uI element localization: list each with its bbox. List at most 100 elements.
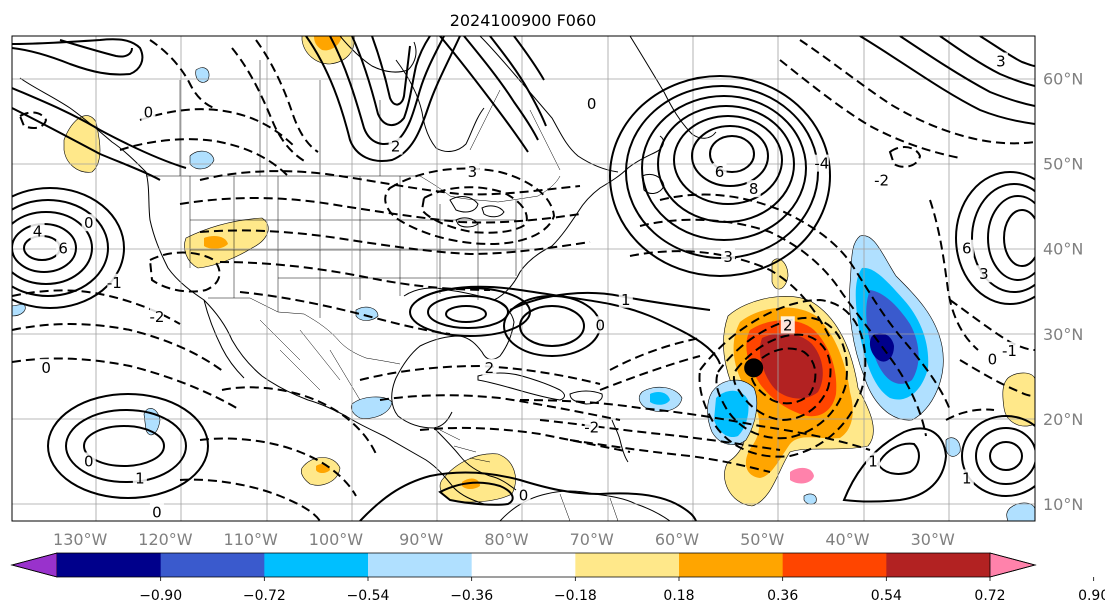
contour-high-pacific — [12, 211, 93, 285]
contour-ridge-labrador — [489, 36, 547, 127]
contour-label-background — [874, 171, 889, 189]
contour-label: -1 — [107, 274, 122, 292]
colorbar-tick-label: −0.54 — [347, 588, 390, 604]
colorbar-tick-label: 0.72 — [974, 588, 1005, 604]
contour-ridge-labrador — [463, 36, 539, 141]
contour-label: 3 — [996, 53, 1006, 71]
contour-high-atlantic — [673, 115, 783, 205]
contour-negative-central-us — [219, 261, 491, 291]
contour-negative-west — [255, 39, 319, 153]
contour-label-background — [593, 316, 608, 334]
contour-negative-arc-south — [539, 419, 781, 451]
longitude-label: 70°W — [570, 530, 614, 549]
contour-label-background — [993, 52, 1008, 70]
contour-negative-northwest — [149, 39, 215, 109]
colorbar-swatch — [264, 553, 369, 577]
contour-label: 0 — [595, 316, 605, 334]
contour-label: 0 — [587, 95, 597, 113]
latitude-label: 10°N — [1043, 495, 1083, 514]
contour-subtropical-east — [876, 442, 920, 475]
contour-label: 1 — [621, 291, 631, 309]
contour-low-pacific-south — [47, 393, 209, 499]
anomaly-positive-018 — [1002, 372, 1035, 427]
contour-label: 0 — [988, 350, 998, 368]
contour-negative-central-us — [179, 197, 581, 224]
contour-label-background — [388, 137, 403, 155]
contour-label: 1 — [135, 469, 145, 487]
colorbar-swatch — [471, 553, 576, 577]
contour-negative-pacific — [148, 251, 221, 293]
contour-high-canary — [989, 441, 1023, 471]
contour-negative-west — [231, 47, 307, 163]
contour-negative-northwest — [18, 111, 48, 129]
contour-line-0 — [417, 285, 721, 365]
contour-label: 1 — [868, 452, 878, 470]
contour-label: 6 — [962, 240, 972, 258]
longitude-label: 130°W — [53, 530, 108, 549]
canada-province-lines — [179, 60, 561, 176]
contour-label-background — [584, 95, 599, 113]
contour-negative-pacific — [12, 289, 181, 325]
contour-label: 2 — [391, 138, 401, 156]
contour-high-atlantic — [641, 95, 807, 241]
contour-high-northwest — [12, 87, 187, 169]
longitude-label: 90°W — [399, 530, 443, 549]
contour-high-gulf — [427, 295, 509, 329]
contour-negative-northeast — [779, 59, 961, 159]
colorbar-swatch — [782, 553, 887, 577]
contour-negative-trough-east — [639, 218, 927, 437]
contour-label-background — [814, 154, 829, 172]
contours-negative — [12, 39, 1035, 521]
latitude-label: 40°N — [1043, 240, 1083, 259]
colorbar-tick-label: −0.72 — [243, 588, 286, 604]
latitude-label: 50°N — [1043, 155, 1083, 174]
contour-negative-arc-south — [519, 399, 871, 451]
colorbar-tick-label: 0.90 — [1078, 588, 1105, 604]
contour-high-canary — [961, 415, 1035, 497]
contour-label-background — [465, 163, 480, 181]
contour-high-east-atlantic — [971, 183, 1035, 293]
contour-south-caribbean — [438, 481, 514, 506]
contour-ridge-labrador — [439, 36, 529, 153]
contour-label-background — [107, 273, 122, 291]
contour-high-east-atlantic — [987, 195, 1035, 281]
anomaly-negative-018 — [195, 67, 210, 83]
contour-label: -2 — [584, 418, 599, 436]
coastline-greenland — [629, 36, 717, 139]
longitude-label: 110°W — [224, 530, 279, 549]
contour-label-background — [132, 469, 147, 487]
contour-negative-pacific — [221, 386, 377, 455]
contour-negative-central-us — [199, 229, 591, 256]
colorbar-tick-label: 0.18 — [663, 588, 694, 604]
coastline-cuba — [477, 372, 565, 401]
contour-label-background — [618, 290, 633, 308]
colorbar-tick-label: 0.54 — [871, 588, 902, 604]
contour-high-atlantic — [709, 135, 755, 173]
contour-negative-east — [945, 408, 995, 421]
contour-negative-east — [929, 199, 979, 351]
contour-label-background — [149, 503, 164, 521]
anomaly-positive-036 — [204, 236, 228, 249]
country-and-state-borders — [146, 60, 619, 521]
contour-label-background — [81, 452, 96, 470]
colorbar-swatch — [679, 553, 784, 577]
anomaly-negative-018 — [945, 437, 961, 457]
colorbar-extend-low — [10, 552, 58, 578]
contour-negative-northeast — [799, 39, 1035, 145]
contour-high-canary — [975, 427, 1035, 485]
colorbar-tick-label: −0.18 — [554, 588, 597, 604]
contour-high-pacific — [12, 187, 125, 309]
contour-high-northwest — [12, 107, 161, 181]
contour-northeast — [899, 36, 1035, 107]
us-canada-border — [146, 175, 561, 203]
longitude-label: 30°W — [911, 530, 955, 549]
colorbar-swatch — [160, 553, 265, 577]
colorbar-extend-high — [989, 552, 1037, 578]
colorbar-swatch — [886, 553, 991, 577]
contour-label-background — [721, 248, 736, 266]
contour-ridge-canada — [305, 36, 461, 162]
contour-negative-trough-east — [629, 250, 831, 339]
contour-high-gulf — [445, 305, 487, 323]
contour-negative-west — [119, 138, 289, 177]
